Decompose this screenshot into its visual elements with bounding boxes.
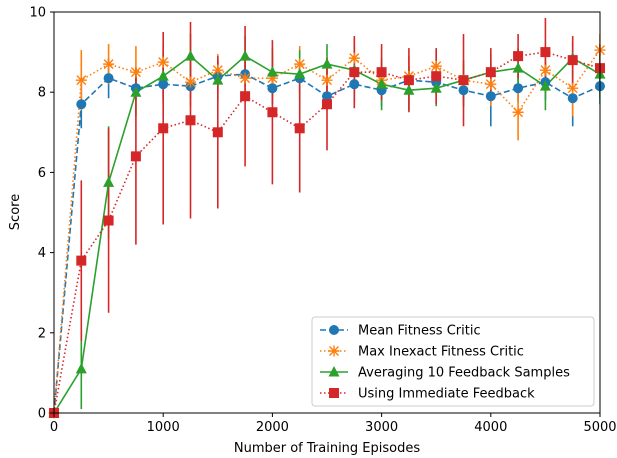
averaging-10-feedback-samples-point xyxy=(512,62,524,73)
legend: Mean Fitness Critic Max Inexact Fitness C… xyxy=(311,316,595,407)
max-inexact-fitness-critic-point xyxy=(567,82,579,94)
y-tick-label: 6 xyxy=(38,166,46,181)
averaging-10-feedback-samples-point xyxy=(130,86,142,97)
mean-fitness-critic-point xyxy=(322,91,332,102)
legend-label-averaging-10-feedback-samples: Averaging 10 Feedback Samples xyxy=(358,366,570,381)
max-inexact-fitness-critic-point xyxy=(75,74,87,86)
averaging-10-feedback-samples-point xyxy=(430,82,442,93)
y-tick-label: 8 xyxy=(38,86,46,101)
max-inexact-fitness-critic-point xyxy=(157,56,169,68)
x-axis-label: Number of Training Episodes xyxy=(234,441,420,456)
mean-fitness-critic-point xyxy=(267,83,278,94)
x-axis: 0 1000 2000 3000 4000 5000 xyxy=(50,413,617,435)
mean-fitness-critic-point xyxy=(76,99,87,110)
max-inexact-fitness-critic-point xyxy=(485,78,497,90)
y-axis-label: Score xyxy=(8,194,23,230)
mean-fitness-critic-point xyxy=(158,79,169,90)
max-inexact-fitness-critic-point xyxy=(130,66,142,78)
using-immediate-feedback-point xyxy=(240,91,251,102)
mean-fitness-critic-point xyxy=(458,85,469,96)
using-immediate-feedback-point xyxy=(294,123,305,134)
legend-label-using-immediate-feedback: Using Immediate Feedback xyxy=(358,387,535,402)
using-immediate-feedback-point xyxy=(130,151,141,162)
mean-fitness-critic-point xyxy=(485,91,496,102)
max-inexact-fitness-critic-point xyxy=(239,72,251,84)
legend-label-mean-fitness-critic: Mean Fitness Critic xyxy=(358,324,481,339)
mean-fitness-critic-point xyxy=(349,79,360,90)
averaging-10-feedback-samples-point xyxy=(539,80,551,91)
mean-fitness-critic-point xyxy=(103,73,114,84)
using-immediate-feedback-point xyxy=(158,123,169,134)
max-inexact-fitness-critic-point xyxy=(430,60,442,72)
x-tick-label: 4000 xyxy=(474,420,507,435)
x-tick-label: 0 xyxy=(50,420,58,435)
using-immediate-feedback-point xyxy=(513,51,524,62)
using-immediate-feedback-point xyxy=(540,47,551,58)
x-tick-label: 2000 xyxy=(256,420,289,435)
using-immediate-feedback-point xyxy=(431,71,442,82)
averaging-10-feedback-samples-point xyxy=(294,68,306,79)
using-immediate-feedback-point xyxy=(322,99,332,110)
averaging-10-feedback-samples-point xyxy=(212,74,224,85)
using-immediate-feedback-point xyxy=(212,127,223,138)
averaging-10-feedback-samples-point xyxy=(75,362,87,374)
y-tick-label: 4 xyxy=(38,246,46,261)
averaging-10-feedback-samples-point xyxy=(239,50,251,61)
averaging-10-feedback-samples-point xyxy=(403,84,415,95)
max-inexact-fitness-critic-point xyxy=(212,64,224,76)
plot-frame xyxy=(53,11,601,414)
legend-marker-mean-fitness-critic xyxy=(329,325,339,335)
y-tick-label: 0 xyxy=(38,407,46,422)
max-inexact-fitness-critic-point xyxy=(266,72,278,84)
mean-fitness-critic-point xyxy=(513,83,524,94)
max-inexact-fitness-critic-point xyxy=(321,74,333,86)
using-immediate-feedback-point xyxy=(567,55,578,66)
x-tick-label: 5000 xyxy=(583,420,616,435)
averaging-10-feedback-samples-point xyxy=(321,58,333,69)
using-immediate-feedback-point xyxy=(267,107,278,118)
y-tick-label: 2 xyxy=(38,326,46,341)
using-immediate-feedback-point xyxy=(349,67,360,78)
using-immediate-feedback-point xyxy=(458,75,469,86)
max-inexact-fitness-critic-point xyxy=(539,64,551,76)
legend-marker-max-inexact-fitness-critic xyxy=(328,345,340,357)
max-inexact-fitness-critic-point xyxy=(103,58,115,70)
legend-label-max-inexact-fitness-critic: Max Inexact Fitness Critic xyxy=(358,345,524,360)
legend-box xyxy=(311,316,595,407)
averaging-10-feedback-samples-point xyxy=(185,50,196,61)
max-inexact-fitness-critic-point xyxy=(348,52,360,64)
using-immediate-feedback-point xyxy=(403,75,414,86)
x-tick-label: 3000 xyxy=(365,420,398,435)
averaging-10-feedback-samples-point xyxy=(103,176,115,187)
using-immediate-feedback-point xyxy=(376,67,387,78)
max-inexact-fitness-critic-point xyxy=(185,76,196,88)
averaging-10-feedback-samples-point xyxy=(157,70,169,81)
legend-marker-using-immediate-feedback xyxy=(329,388,339,398)
max-inexact-fitness-critic-point xyxy=(512,106,524,118)
x-tick-label: 1000 xyxy=(147,420,180,435)
legend-marker-averaging-10-feedback-samples xyxy=(328,366,340,377)
using-immediate-feedback-point xyxy=(76,255,87,266)
y-tick-label: 10 xyxy=(29,6,46,21)
averaging-10-feedback-samples-point xyxy=(376,78,388,89)
using-immediate-feedback-point xyxy=(103,215,114,226)
mean-fitness-critic-point xyxy=(567,93,578,104)
max-inexact-fitness-critic-point xyxy=(294,58,306,70)
using-immediate-feedback-point xyxy=(485,67,496,78)
using-immediate-feedback-point xyxy=(185,115,196,126)
averaging-10-feedback-samples-point xyxy=(266,66,278,77)
y-axis: 0 2 4 6 8 10 xyxy=(29,6,54,422)
